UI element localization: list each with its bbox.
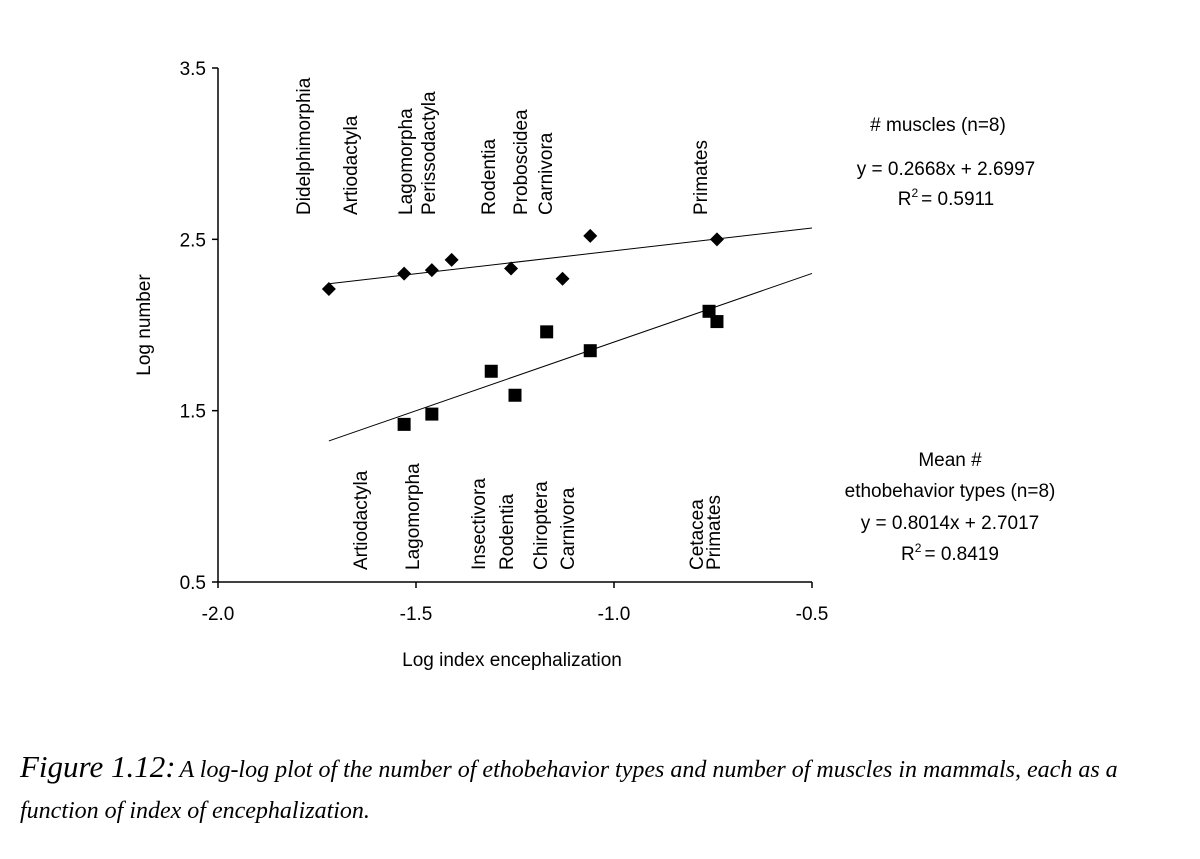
data-points [321,228,724,431]
r2-value: = 0.5911 [921,189,994,210]
y-tick-label: 2.5 [180,230,206,251]
r2-superscript: 2 [915,541,922,555]
x-axis-label: Log index encephalization [402,650,622,671]
ethobehavior-point [508,388,522,402]
muscles-taxon-label: Artiodactyla [341,115,362,215]
x-tick-label: -1.0 [598,604,631,625]
y-axis-label: Log number [134,274,155,376]
r2-value: = 0.8419 [924,544,999,565]
trend-lines [328,227,813,442]
ethobehavior-taxon-label: Insectivora [469,478,490,570]
muscles-point [555,271,570,286]
muscles-taxon-label: Perissodactyla [419,91,440,215]
muscles-taxon-label: Rodentia [479,139,500,215]
ethobehavior-taxon-label: Lagomorpha [403,463,424,570]
muscles-point [583,228,598,243]
ethobehavior-point [425,407,439,421]
ethobehavior-trend-line [328,272,813,442]
taxa-labels: Didelphimorphia Artiodactyla Lagomorpha Per… [294,77,725,570]
ethobehavior-point [540,325,554,339]
tick-labels: 0.5 1.5 2.5 3.5 -2.0 -1.5 -1.0 -0.5 [180,59,829,625]
caption-body: A log-log plot of the number of ethobeha… [20,757,1118,824]
r2-superscript: 2 [911,186,918,200]
muscles-r-squared: R2 = 0.5911 [898,186,995,210]
ethobehavior-point [710,315,724,329]
muscles-point [504,261,519,276]
ethobehavior-point [583,344,597,358]
ethobehavior-taxon-label: Cetacea [687,499,708,570]
muscles-taxon-label: Carnivora [536,132,557,215]
ethobehavior-legend: Mean # ethobehavior types (n=8) y = 0.80… [845,450,1056,565]
muscles-taxon-label: Primates [691,140,712,215]
muscles-point [321,282,336,297]
ethobehavior-taxon-label: Artiodactyla [351,470,372,570]
figure-caption: Figure 1.12: A log-log plot of the numbe… [20,748,1185,833]
axes [212,67,813,588]
y-tick-label: 3.5 [180,59,206,80]
muscles-taxon-label: Didelphimorphia [294,77,315,215]
muscles-point [444,252,459,267]
muscles-legend: # muscles (n=8) y = 0.2668x + 2.6997 R2 =… [857,115,1036,210]
muscles-point [424,263,439,278]
ethobehavior-taxon-label: Rodentia [497,494,518,570]
ethobehavior-point [702,304,716,318]
muscles-point [397,266,412,281]
x-tick-label: -0.5 [796,604,829,625]
muscles-equation: y = 0.2668x + 2.6997 [857,159,1036,180]
ethobehavior-taxon-label: Carnivora [558,487,579,570]
muscles-point [709,232,724,247]
x-tick-label: -2.0 [202,604,235,625]
muscles-taxon-label: Lagomorpha [396,108,417,215]
r2-label: R [898,189,912,210]
scatter-chart: 0.5 1.5 2.5 3.5 -2.0 -1.5 -1.0 -0.5 Didelphimor… [134,59,1056,671]
muscles-taxon-label: Proboscidea [511,109,532,215]
ethobehavior-point [484,364,498,378]
y-tick-label: 0.5 [180,573,206,594]
r2-label: R [901,544,915,565]
caption-lead: Figure 1.12: [20,749,176,784]
x-tick-label: -1.5 [400,604,433,625]
muscles-series-name: # muscles (n=8) [870,115,1006,136]
ethobehavior-taxon-label: Chiroptera [531,481,552,570]
ethobehavior-equation: y = 0.8014x + 2.7017 [861,513,1040,534]
ethobehavior-point [397,417,411,431]
y-tick-label: 1.5 [180,402,206,423]
ethobehavior-taxon-label: Primates [704,495,725,570]
ethobehavior-r-squared: R2 = 0.8419 [901,541,999,565]
ethobehavior-series-name-line2: ethobehavior types (n=8) [845,481,1056,502]
ethobehavior-series-name-line1: Mean # [918,450,982,471]
